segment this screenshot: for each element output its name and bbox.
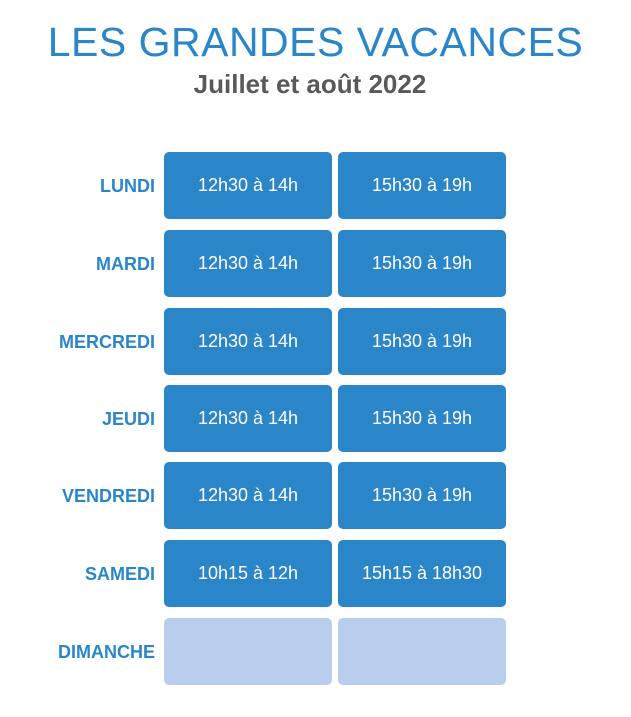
day-label: SAMEDI bbox=[84, 564, 155, 584]
day-label: MERCREDI bbox=[58, 332, 155, 352]
time-slot-morning: 12h30 à 14h bbox=[164, 462, 332, 529]
page-title: LES GRANDES VACANCES bbox=[47, 19, 584, 65]
time-slot-morning: 10h15 à 12h bbox=[164, 540, 332, 607]
schedule-row-lundi: LUNDI 12h30 à 14h 15h30 à 19h bbox=[0, 152, 631, 220]
day-label: JEUDI bbox=[101, 409, 155, 429]
schedule-row-samedi: SAMEDI 10h15 à 12h 15h15 à 18h30 bbox=[0, 540, 631, 608]
time-slot-afternoon: 15h30 à 19h bbox=[338, 462, 506, 529]
day-label: DIMANCHE bbox=[58, 642, 155, 662]
schedule-row-vendredi: VENDREDI 12h30 à 14h 15h30 à 19h bbox=[0, 462, 631, 530]
time-slot-closed bbox=[164, 618, 332, 685]
time-slot-closed bbox=[338, 618, 506, 685]
time-slot-afternoon: 15h15 à 18h30 bbox=[338, 540, 506, 607]
schedule-row-jeudi: JEUDI 12h30 à 14h 15h30 à 19h bbox=[0, 385, 631, 453]
schedule-row-mardi: MARDI 12h30 à 14h 15h30 à 19h bbox=[0, 230, 631, 298]
time-slot-morning: 12h30 à 14h bbox=[164, 230, 332, 297]
time-slot-morning: 12h30 à 14h bbox=[164, 152, 332, 219]
day-label: LUNDI bbox=[100, 176, 155, 196]
day-label: MARDI bbox=[96, 254, 155, 274]
day-label: VENDREDI bbox=[61, 486, 155, 506]
time-slot-morning: 12h30 à 14h bbox=[164, 308, 332, 375]
time-slot-afternoon: 15h30 à 19h bbox=[338, 230, 506, 297]
time-slot-morning: 12h30 à 14h bbox=[164, 385, 332, 452]
page-subtitle: Juillet et août 2022 bbox=[193, 69, 427, 99]
time-slot-afternoon: 15h30 à 19h bbox=[338, 308, 506, 375]
schedule-row-mercredi: MERCREDI 12h30 à 14h 15h30 à 19h bbox=[0, 308, 631, 376]
schedule-row-dimanche: DIMANCHE bbox=[0, 618, 631, 686]
time-slot-afternoon: 15h30 à 19h bbox=[338, 152, 506, 219]
time-slot-afternoon: 15h30 à 19h bbox=[338, 385, 506, 452]
